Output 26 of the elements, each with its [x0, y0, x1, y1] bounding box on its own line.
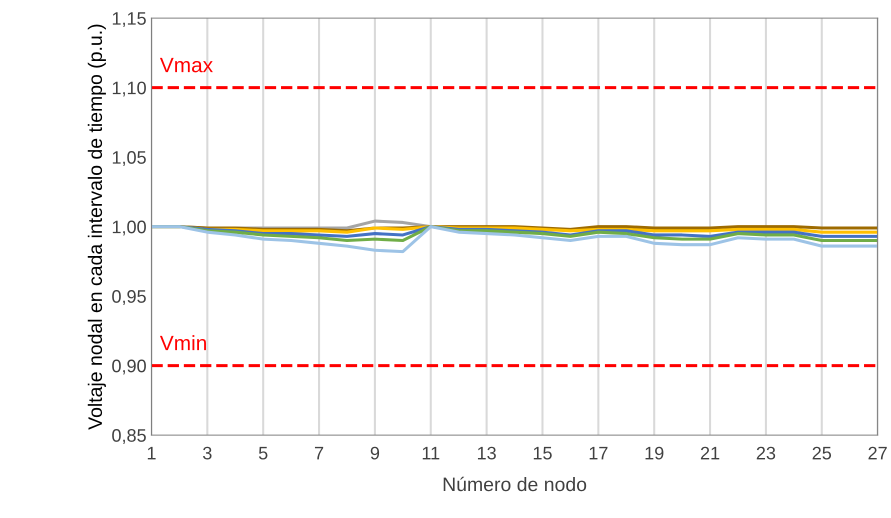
x-tick-label: 3: [202, 446, 212, 460]
x-tick-label: 5: [258, 446, 268, 460]
x-tick-label: 9: [370, 446, 380, 460]
x-tick-label: 25: [812, 446, 832, 460]
x-tick-label: 23: [756, 446, 776, 460]
x-axis-title: Número de nodo: [444, 476, 586, 492]
y-tick-label: 1,00: [112, 220, 146, 236]
x-tick-label: 27: [868, 446, 887, 460]
x-tick-label: 21: [700, 446, 720, 460]
ref-line-label: Vmin: [160, 335, 206, 350]
y-tick-label: 0,95: [112, 290, 146, 305]
y-tick-label: 1,05: [112, 151, 146, 166]
x-tick-label: 15: [534, 446, 552, 460]
x-tick-label: 19: [646, 446, 664, 460]
y-tick-label: 1,15: [112, 12, 146, 27]
y-tick-label: 0,90: [112, 360, 146, 374]
y-axis-title: Voltaje nodal en cada intervalo de tiempo (p.u.): [88, 24, 106, 430]
y-tick-label: 0,85: [112, 429, 146, 444]
line-series: [151, 225, 878, 254]
x-tick-label: 11: [422, 446, 440, 460]
x-tick-label: 17: [590, 446, 608, 460]
x-tick-label: 1: [148, 446, 156, 460]
x-tick-label: 13: [478, 446, 496, 460]
ref-line-label: Vmax: [160, 58, 213, 72]
y-tick-label: 1,10: [112, 82, 146, 96]
x-tick-label: 7: [314, 446, 324, 460]
